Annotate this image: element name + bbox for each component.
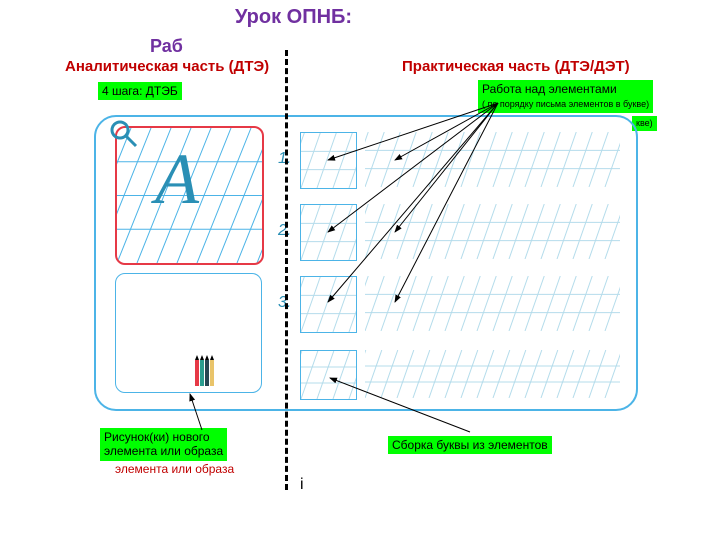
letter-glyph: А [155, 138, 199, 221]
pencil-icon [210, 360, 214, 386]
practice-cell [300, 132, 357, 189]
practice-cell [300, 276, 357, 333]
practice-lines [365, 204, 620, 259]
subtitle-fragment: Раб [150, 36, 183, 57]
badge-drawing-line2: элемента или образа [104, 444, 223, 458]
practice-cell [300, 204, 357, 261]
pencil-icon [200, 360, 204, 386]
left-section-title: Аналитическая часть (ДТЭ) [65, 58, 269, 75]
assembly-lines [365, 350, 620, 398]
badge-work-on-elements: Работа над элементами ( по порядку письм… [478, 80, 653, 113]
practice-lines [365, 276, 620, 331]
badge-drawing-line1: Рисунок(ки) нового [104, 430, 210, 444]
i-mark: i [300, 476, 304, 494]
badge-drawing: Рисунок(ки) нового элемента или образа [100, 428, 227, 461]
vertical-divider [285, 50, 288, 490]
right-section-title: Практическая часть (ДТЭ/ДЭТ) [402, 58, 630, 75]
badge-work-sub: ( по порядку письма элементов в букве) [482, 99, 649, 109]
assembly-cell [300, 350, 357, 400]
drawing-box [115, 273, 262, 393]
magnifier-icon [108, 118, 140, 155]
badge-four-steps: 4 шага: ДТЭБ [98, 82, 182, 100]
pencil-icon [195, 360, 199, 386]
page-title: Урок ОПНБ: [235, 6, 352, 29]
echo-text: элемента или образа [115, 462, 234, 476]
badge-assembly: Сборка буквы из элементов [388, 436, 552, 454]
pencil-icon [205, 360, 209, 386]
badge-work-label: Работа над элементами [482, 82, 617, 96]
practice-lines [365, 132, 620, 187]
pencils-icon [195, 360, 214, 386]
